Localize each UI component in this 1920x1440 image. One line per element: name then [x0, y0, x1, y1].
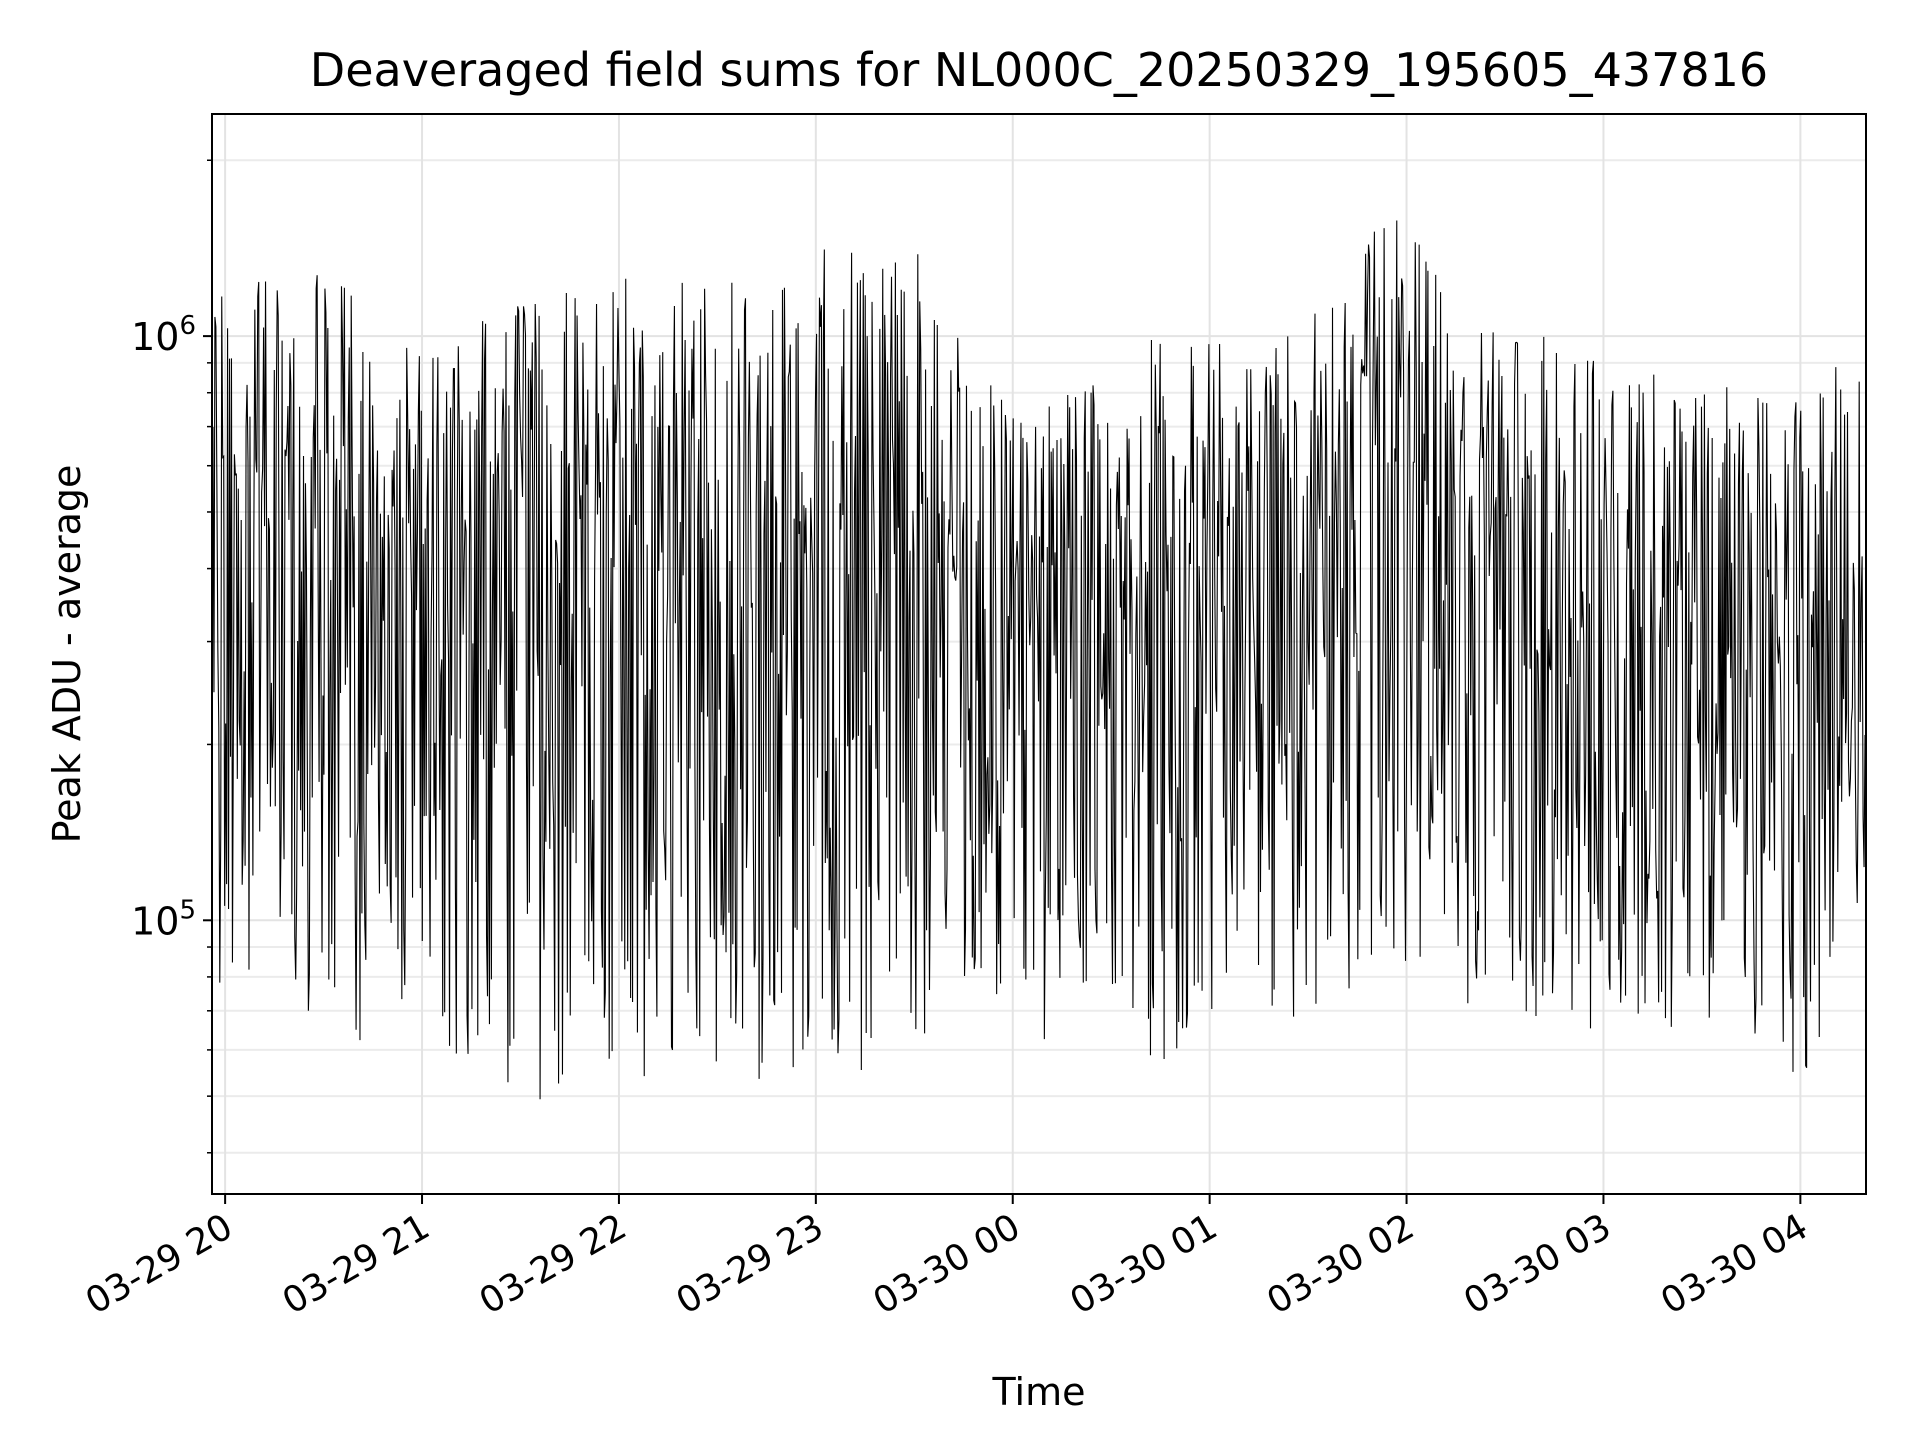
y-tick-label: 105	[131, 895, 196, 943]
axes-frame	[211, 113, 1867, 1195]
grid	[212, 114, 1866, 1194]
plot-area	[212, 220, 1866, 1100]
y-tick-label: 106	[131, 311, 196, 359]
data-series-line	[212, 220, 1866, 1100]
y-axis-label: Peak ADU - average	[45, 465, 89, 844]
x-axis-label: Time	[992, 1370, 1086, 1414]
chart-title: Deaveraged field sums for NL000C_2025032…	[310, 43, 1768, 97]
